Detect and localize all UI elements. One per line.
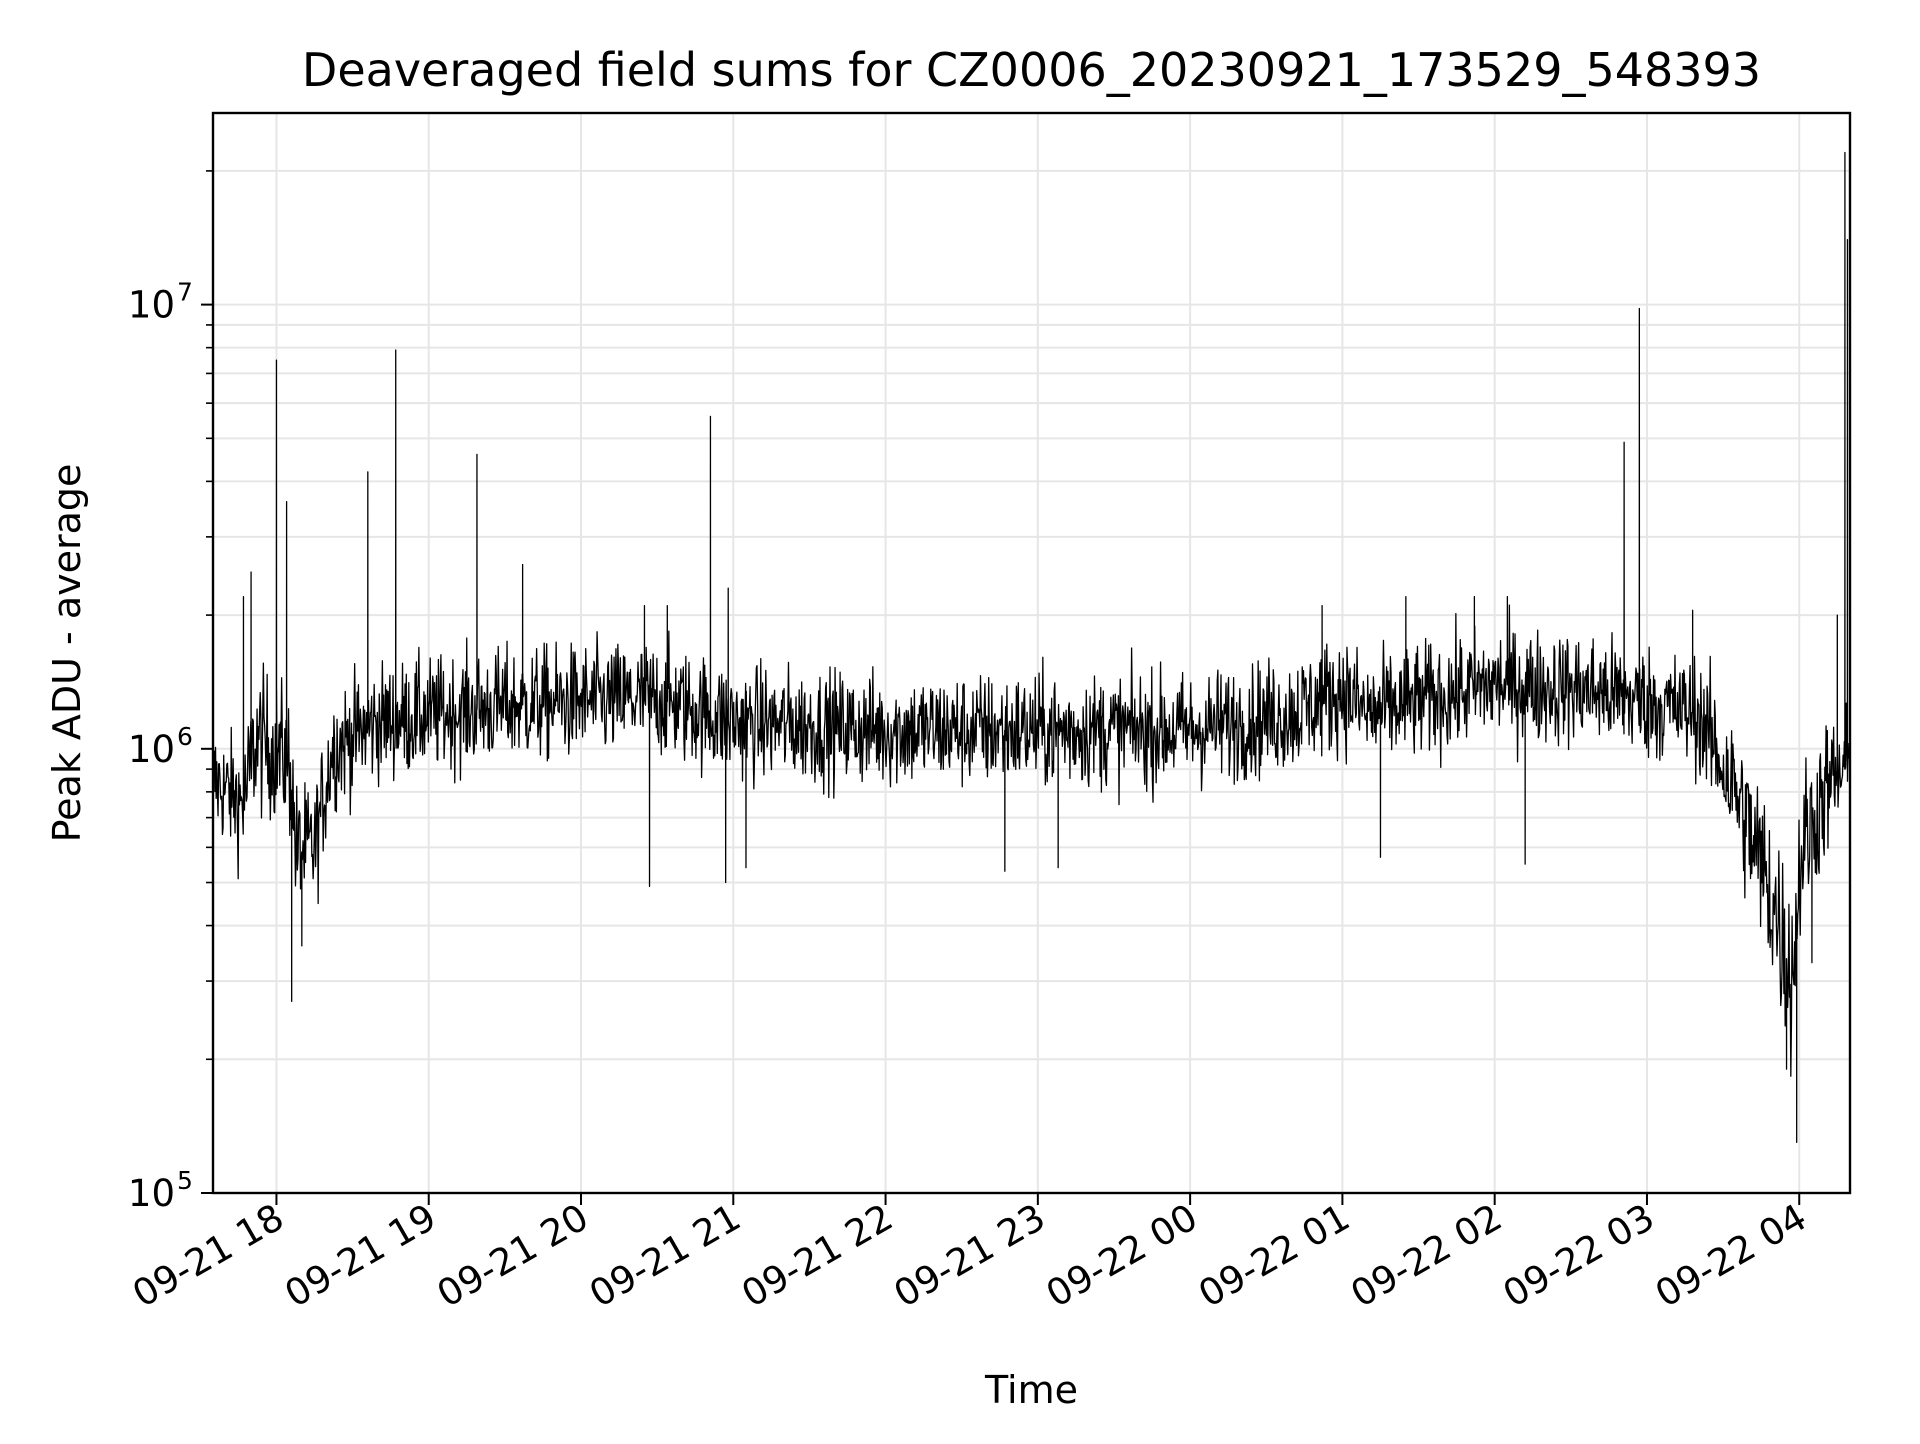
- chart-title: Deaveraged field sums for CZ0006_2023092…: [302, 43, 1761, 97]
- y-tick-exponent: 7: [177, 278, 193, 307]
- y-axis-label: Peak ADU - average: [45, 464, 89, 843]
- y-tick-label: 10: [128, 728, 175, 771]
- y-tick-label: 10: [128, 1172, 175, 1215]
- series-line: [212, 151, 1851, 1144]
- y-tick-label: 10: [128, 284, 175, 327]
- y-tick-exponent: 5: [177, 1166, 193, 1195]
- y-tick-exponent: 6: [177, 722, 193, 751]
- plot-frame: [211, 111, 1852, 1195]
- x-axis-label: Time: [984, 1368, 1078, 1412]
- data-line-layer: [212, 151, 1851, 1144]
- grid-layer: [213, 113, 1850, 1194]
